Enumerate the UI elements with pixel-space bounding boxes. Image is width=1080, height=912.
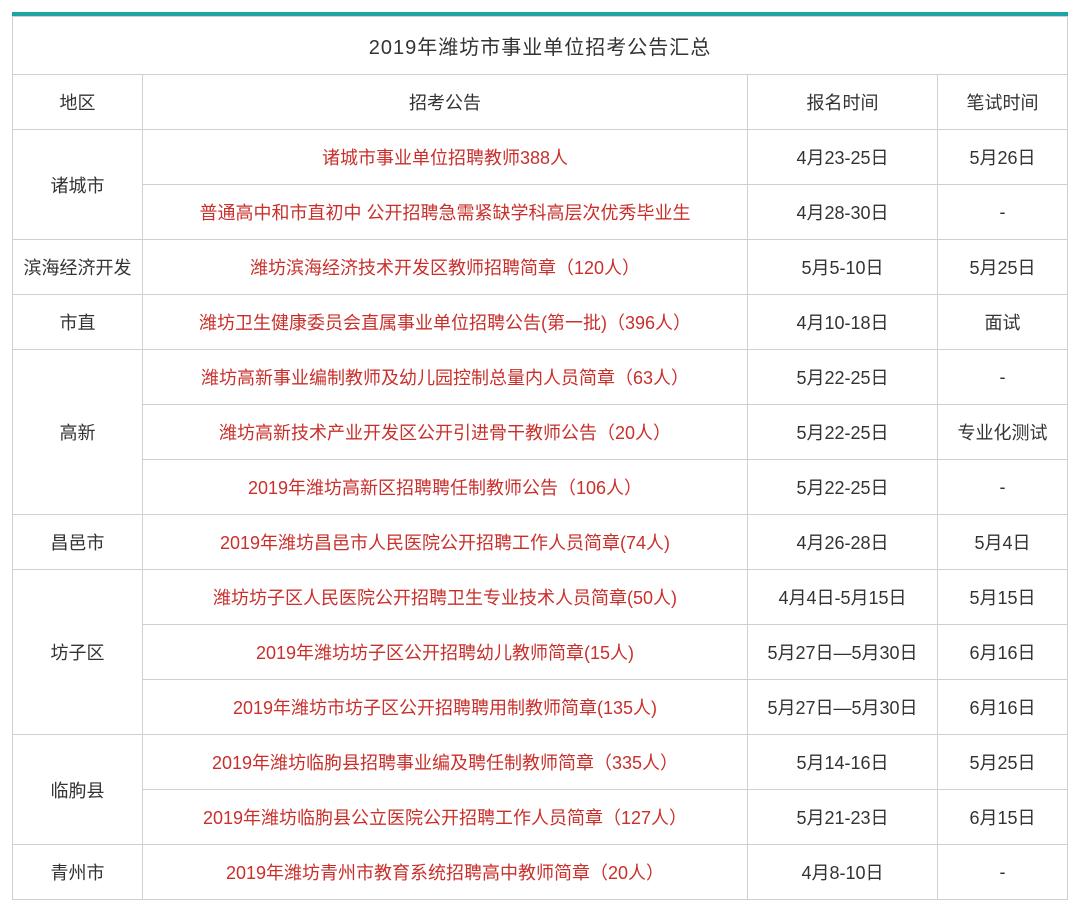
announcement-link[interactable]: 潍坊滨海经济技术开发区教师招聘简章（120人）	[143, 240, 748, 295]
table-row: 2019年潍坊临朐县公立医院公开招聘工作人员简章（127人） 5月21-23日 …	[13, 790, 1068, 845]
exam-time-cell: 6月15日	[938, 790, 1068, 845]
table-row: 青州市 2019年潍坊青州市教育系统招聘高中教师简章（20人） 4月8-10日 …	[13, 845, 1068, 900]
announcement-table: 2019年潍坊市事业单位招考公告汇总 地区 招考公告 报名时间 笔试时间 诸城市…	[12, 16, 1068, 900]
region-cell: 昌邑市	[13, 515, 143, 570]
region-cell: 诸城市	[13, 130, 143, 240]
table-row: 诸城市 诸城市事业单位招聘教师388人 4月23-25日 5月26日	[13, 130, 1068, 185]
announcement-link[interactable]: 潍坊卫生健康委员会直属事业单位招聘公告(第一批)（396人）	[143, 295, 748, 350]
table-row: 坊子区 潍坊坊子区人民医院公开招聘卫生专业技术人员简章(50人) 4月4日-5月…	[13, 570, 1068, 625]
register-time-cell: 4月26-28日	[748, 515, 938, 570]
announcement-link[interactable]: 潍坊高新事业编制教师及幼儿园控制总量内人员简章（63人）	[143, 350, 748, 405]
exam-time-cell: 6月16日	[938, 625, 1068, 680]
region-cell: 坊子区	[13, 570, 143, 735]
register-time-cell: 5月27日—5月30日	[748, 625, 938, 680]
table-row: 2019年潍坊坊子区公开招聘幼儿教师简章(15人) 5月27日—5月30日 6月…	[13, 625, 1068, 680]
announcement-link[interactable]: 普通高中和市直初中 公开招聘急需紧缺学科高层次优秀毕业生	[143, 185, 748, 240]
exam-time-cell: -	[938, 185, 1068, 240]
table-row: 市直 潍坊卫生健康委员会直属事业单位招聘公告(第一批)（396人） 4月10-1…	[13, 295, 1068, 350]
header-region: 地区	[13, 75, 143, 130]
header-announcement: 招考公告	[143, 75, 748, 130]
register-time-cell: 5月14-16日	[748, 735, 938, 790]
announcement-link[interactable]: 2019年潍坊临朐县招聘事业编及聘任制教师简章（335人）	[143, 735, 748, 790]
table-row: 滨海经济开发 潍坊滨海经济技术开发区教师招聘简章（120人） 5月5-10日 5…	[13, 240, 1068, 295]
table-header-row: 地区 招考公告 报名时间 笔试时间	[13, 75, 1068, 130]
register-time-cell: 5月22-25日	[748, 405, 938, 460]
announcement-link[interactable]: 2019年潍坊临朐县公立医院公开招聘工作人员简章（127人）	[143, 790, 748, 845]
table-row: 昌邑市 2019年潍坊昌邑市人民医院公开招聘工作人员简章(74人) 4月26-2…	[13, 515, 1068, 570]
register-time-cell: 4月4日-5月15日	[748, 570, 938, 625]
announcement-link[interactable]: 2019年潍坊青州市教育系统招聘高中教师简章（20人）	[143, 845, 748, 900]
table-title: 2019年潍坊市事业单位招考公告汇总	[13, 17, 1068, 75]
region-cell: 高新	[13, 350, 143, 515]
exam-time-cell: 5月15日	[938, 570, 1068, 625]
announcement-link[interactable]: 2019年潍坊高新区招聘聘任制教师公告（106人）	[143, 460, 748, 515]
announcement-link[interactable]: 2019年潍坊市坊子区公开招聘聘用制教师简章(135人)	[143, 680, 748, 735]
exam-time-cell: -	[938, 460, 1068, 515]
table-row: 高新 潍坊高新事业编制教师及幼儿园控制总量内人员简章（63人） 5月22-25日…	[13, 350, 1068, 405]
announcement-link[interactable]: 潍坊坊子区人民医院公开招聘卫生专业技术人员简章(50人)	[143, 570, 748, 625]
region-cell: 滨海经济开发	[13, 240, 143, 295]
register-time-cell: 5月22-25日	[748, 350, 938, 405]
register-time-cell: 5月5-10日	[748, 240, 938, 295]
exam-time-cell: 6月16日	[938, 680, 1068, 735]
exam-time-cell: -	[938, 845, 1068, 900]
register-time-cell: 4月10-18日	[748, 295, 938, 350]
table-row: 临朐县 2019年潍坊临朐县招聘事业编及聘任制教师简章（335人） 5月14-1…	[13, 735, 1068, 790]
table-row: 2019年潍坊市坊子区公开招聘聘用制教师简章(135人) 5月27日—5月30日…	[13, 680, 1068, 735]
table-wrapper: 2019年潍坊市事业单位招考公告汇总 地区 招考公告 报名时间 笔试时间 诸城市…	[12, 12, 1068, 900]
exam-time-cell: -	[938, 350, 1068, 405]
announcement-link[interactable]: 2019年潍坊昌邑市人民医院公开招聘工作人员简章(74人)	[143, 515, 748, 570]
header-exam-time: 笔试时间	[938, 75, 1068, 130]
region-cell: 青州市	[13, 845, 143, 900]
register-time-cell: 4月28-30日	[748, 185, 938, 240]
register-time-cell: 5月22-25日	[748, 460, 938, 515]
region-cell: 临朐县	[13, 735, 143, 845]
register-time-cell: 5月27日—5月30日	[748, 680, 938, 735]
exam-time-cell: 5月26日	[938, 130, 1068, 185]
table-body: 2019年潍坊市事业单位招考公告汇总 地区 招考公告 报名时间 笔试时间 诸城市…	[13, 17, 1068, 900]
exam-time-cell: 面试	[938, 295, 1068, 350]
announcement-link[interactable]: 2019年潍坊坊子区公开招聘幼儿教师简章(15人)	[143, 625, 748, 680]
announcement-link[interactable]: 诸城市事业单位招聘教师388人	[143, 130, 748, 185]
announcement-link[interactable]: 潍坊高新技术产业开发区公开引进骨干教师公告（20人）	[143, 405, 748, 460]
exam-time-cell: 5月25日	[938, 735, 1068, 790]
table-row: 普通高中和市直初中 公开招聘急需紧缺学科高层次优秀毕业生 4月28-30日 -	[13, 185, 1068, 240]
table-title-row: 2019年潍坊市事业单位招考公告汇总	[13, 17, 1068, 75]
register-time-cell: 5月21-23日	[748, 790, 938, 845]
header-register-time: 报名时间	[748, 75, 938, 130]
exam-time-cell: 专业化测试	[938, 405, 1068, 460]
table-row: 2019年潍坊高新区招聘聘任制教师公告（106人） 5月22-25日 -	[13, 460, 1068, 515]
region-cell: 市直	[13, 295, 143, 350]
exam-time-cell: 5月25日	[938, 240, 1068, 295]
register-time-cell: 4月8-10日	[748, 845, 938, 900]
table-row: 潍坊高新技术产业开发区公开引进骨干教师公告（20人） 5月22-25日 专业化测…	[13, 405, 1068, 460]
register-time-cell: 4月23-25日	[748, 130, 938, 185]
exam-time-cell: 5月4日	[938, 515, 1068, 570]
